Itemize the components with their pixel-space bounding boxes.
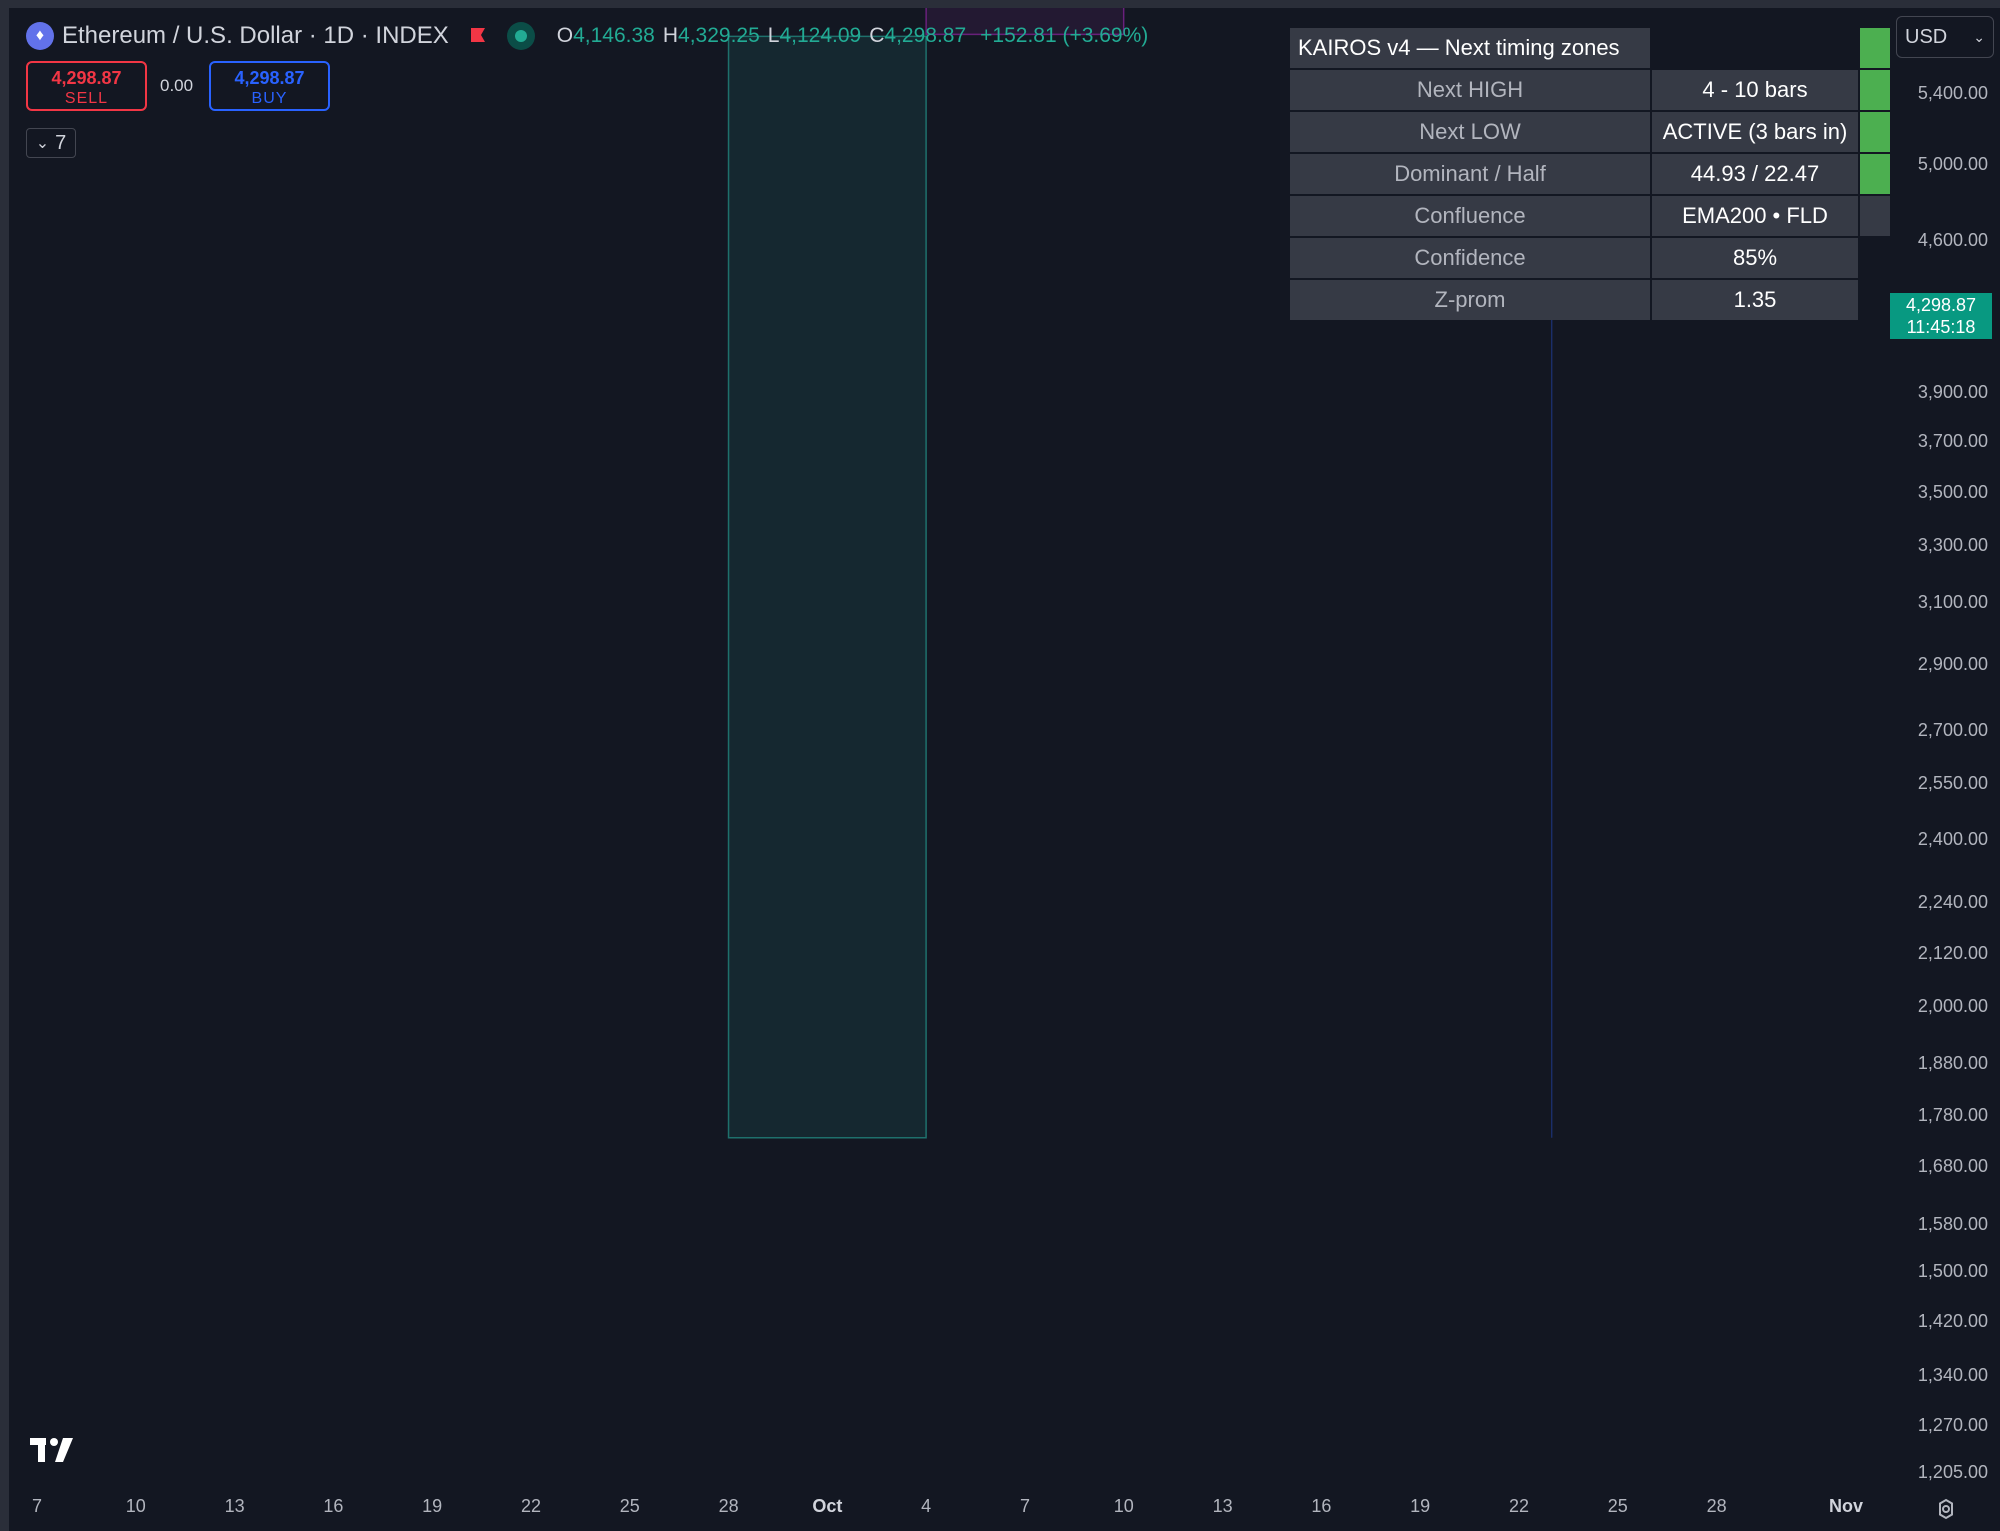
time-axis-tick: Nov bbox=[1828, 1496, 1864, 1516]
open-key: O bbox=[556, 24, 574, 47]
chevron-down-icon: ⌄ bbox=[1973, 28, 1985, 45]
time-axis-tick: 28 bbox=[1706, 1496, 1727, 1516]
time-axis-tick: 13 bbox=[1212, 1496, 1233, 1516]
chevron-down-icon: ⌄ bbox=[35, 135, 50, 152]
time-axis-tick: 16 bbox=[323, 1496, 344, 1516]
time-axis-tick: Oct bbox=[812, 1496, 843, 1516]
time-axis-tick: 19 bbox=[422, 1496, 443, 1516]
buy-label: BUY bbox=[251, 90, 288, 107]
kairos-info-table: KAIROS v4 — Next timing zones Next HIGH … bbox=[1288, 26, 1892, 322]
gear-icon[interactable] bbox=[1934, 1497, 1958, 1521]
flag-icon[interactable] bbox=[469, 26, 487, 46]
market-status-icon bbox=[506, 22, 535, 50]
buy-button[interactable]: 4,298.87 BUY bbox=[209, 61, 330, 111]
high-key: H bbox=[662, 24, 679, 47]
open-value: 4,146.38 bbox=[573, 24, 655, 47]
price-axis-tick: 2,900.00 bbox=[1917, 654, 1988, 674]
price-axis-tick: 1,680.00 bbox=[1917, 1156, 1988, 1176]
timing-zones-layer bbox=[727, 0, 1553, 1139]
price-axis-tick: 1,880.00 bbox=[1917, 1053, 1988, 1073]
indicators-toggle-button[interactable]: ⌄ 7 bbox=[26, 128, 76, 158]
sell-button[interactable]: 4,298.87 SELL bbox=[26, 61, 147, 111]
sell-price: 4,298.87 bbox=[51, 68, 122, 88]
last-price-value: 4,298.87 bbox=[1905, 295, 1977, 315]
time-axis-tick: 16 bbox=[1311, 1496, 1332, 1516]
ethereum-icon: ♦ bbox=[26, 22, 54, 50]
symbol-title[interactable]: Ethereum / U.S. Dollar · 1D · INDEX bbox=[62, 22, 449, 49]
row-label-z-prom: Z-prom bbox=[1290, 280, 1650, 320]
price-axis-tick: 3,100.00 bbox=[1917, 592, 1988, 612]
price-axis-tick: 5,400.00 bbox=[1917, 83, 1988, 103]
change-value: +152.81 (+3.69%) bbox=[980, 24, 1149, 47]
row-label-next-low: Next LOW bbox=[1290, 112, 1650, 152]
price-axis-tick: 3,300.00 bbox=[1917, 535, 1988, 555]
row-label-dominant-half: Dominant / Half bbox=[1290, 154, 1650, 194]
time-axis-tick: 13 bbox=[224, 1496, 245, 1516]
price-axis-tick: 2,700.00 bbox=[1917, 720, 1988, 740]
info-table-title: KAIROS v4 — Next timing zones bbox=[1290, 28, 1650, 68]
price-axis-tick: 1,340.00 bbox=[1917, 1365, 1988, 1385]
low-key: L bbox=[767, 24, 780, 47]
price-axis-tick: 3,900.00 bbox=[1917, 382, 1988, 402]
time-axis-tick: 19 bbox=[1410, 1496, 1431, 1516]
row-label-next-high: Next HIGH bbox=[1290, 70, 1650, 110]
row-label-confluence: Confluence bbox=[1290, 196, 1650, 236]
close-key: C bbox=[869, 24, 885, 47]
currency-select[interactable]: USD ⌄ bbox=[1896, 16, 1994, 58]
price-axis-tick: 1,580.00 bbox=[1917, 1214, 1988, 1234]
time-axis-tick: 25 bbox=[619, 1496, 640, 1516]
time-axis-tick: 22 bbox=[1508, 1496, 1530, 1516]
last-price-tag: 4,298.87 11:45:18 bbox=[1890, 293, 1992, 339]
time-axis-tick: 28 bbox=[718, 1496, 739, 1516]
time-axis-tick: 4 bbox=[921, 1496, 932, 1516]
time-axis-tick: 10 bbox=[1113, 1496, 1134, 1516]
row-value-next-low: ACTIVE (3 bars in) bbox=[1652, 112, 1858, 152]
time-axis-tick: 10 bbox=[125, 1496, 146, 1516]
indicator-cell bbox=[1860, 196, 1890, 236]
row-value-dominant-half: 44.93 / 22.47 bbox=[1652, 154, 1858, 194]
price-axis-tick: 2,240.00 bbox=[1917, 892, 1988, 912]
low-value: 4,124.09 bbox=[779, 24, 862, 47]
time-axis-tick: 7 bbox=[31, 1496, 43, 1516]
row-label-confidence: Confidence bbox=[1290, 238, 1650, 278]
price-axis-tick: 4,600.00 bbox=[1917, 230, 1988, 250]
price-axis-tick: 2,120.00 bbox=[1917, 943, 1988, 963]
buy-price: 4,298.87 bbox=[234, 68, 305, 88]
spread-value: 0.00 bbox=[160, 76, 194, 95]
price-axis-tick: 1,780.00 bbox=[1917, 1105, 1988, 1125]
time-axis-tick: 7 bbox=[1019, 1496, 1031, 1516]
price-axis-tick: 1,205.00 bbox=[1917, 1462, 1988, 1482]
price-axis-tick: 1,270.00 bbox=[1917, 1415, 1988, 1435]
high-value: 4,329.25 bbox=[678, 24, 760, 47]
next-low-zone bbox=[727, 35, 927, 1139]
indicator-cell bbox=[1860, 70, 1890, 110]
tradingview-logo-icon[interactable] bbox=[30, 1436, 80, 1466]
price-axis-tick: 2,000.00 bbox=[1917, 996, 1988, 1016]
price-axis-tick: 5,000.00 bbox=[1917, 154, 1988, 174]
indicators-count: 7 bbox=[55, 131, 67, 154]
indicator-cell bbox=[1860, 154, 1890, 194]
time-axis-tick: 22 bbox=[520, 1496, 542, 1516]
indicator-cell bbox=[1860, 112, 1890, 152]
price-axis-tick: 2,550.00 bbox=[1917, 773, 1988, 793]
price-axis-tick: 1,500.00 bbox=[1917, 1261, 1988, 1281]
price-axis-tick: 3,700.00 bbox=[1917, 431, 1988, 451]
close-value: 4,298.87 bbox=[884, 24, 967, 47]
price-axis-tick: 2,400.00 bbox=[1917, 829, 1988, 849]
row-value-confidence: 85% bbox=[1652, 238, 1858, 278]
row-value-z-prom: 1.35 bbox=[1652, 280, 1858, 320]
price-axis-tick: 1,420.00 bbox=[1917, 1311, 1988, 1331]
row-value-confluence: EMA200 • FLD bbox=[1652, 196, 1858, 236]
time-axis-tick: 25 bbox=[1607, 1496, 1628, 1516]
bar-countdown: 11:45:18 bbox=[1906, 317, 1976, 337]
indicator-cell bbox=[1860, 28, 1890, 68]
row-value-next-high: 4 - 10 bars bbox=[1652, 70, 1858, 110]
price-axis-tick: 3,500.00 bbox=[1917, 482, 1988, 502]
sell-label: SELL bbox=[64, 90, 109, 107]
currency-value: USD bbox=[1905, 25, 1948, 48]
